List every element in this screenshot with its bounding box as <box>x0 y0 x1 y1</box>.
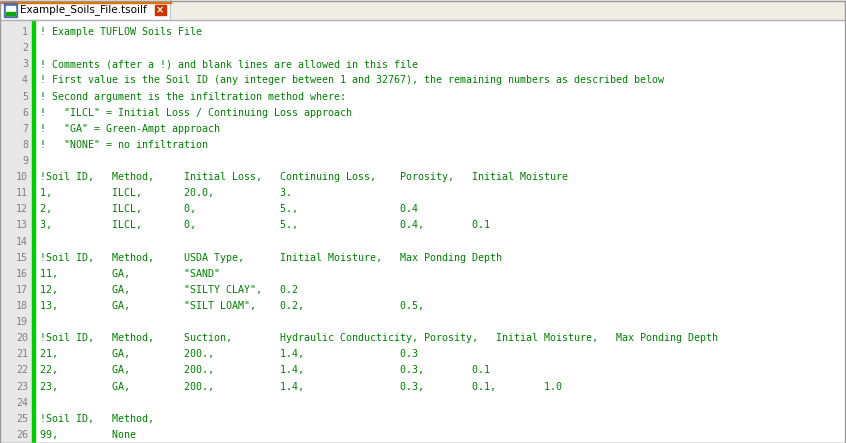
Text: ! First value is the Soil ID (any integer between 1 and 32767), the remaining nu: ! First value is the Soil ID (any intege… <box>40 75 664 85</box>
Bar <box>32 20 35 443</box>
Text: !Soil ID,   Method,: !Soil ID, Method, <box>40 414 154 424</box>
Text: 26: 26 <box>16 430 28 440</box>
Bar <box>4 3 17 17</box>
Text: !Soil ID,   Method,     USDA Type,      Initial Moisture,   Max Ponding Depth: !Soil ID, Method, USDA Type, Initial Moi… <box>40 253 502 263</box>
Text: 17: 17 <box>16 285 28 295</box>
Bar <box>155 5 166 15</box>
Bar <box>0 0 170 20</box>
Text: ×: × <box>156 5 164 15</box>
Text: 7: 7 <box>22 124 28 134</box>
Text: !   "NONE" = no infiltration: ! "NONE" = no infiltration <box>40 140 208 150</box>
Text: 14: 14 <box>16 237 28 247</box>
Text: 2: 2 <box>22 43 28 53</box>
Bar <box>6 6 15 15</box>
Text: 19: 19 <box>16 317 28 327</box>
Text: 11: 11 <box>16 188 28 198</box>
Bar <box>6 12 15 15</box>
Bar <box>0 0 846 20</box>
Text: 8: 8 <box>22 140 28 150</box>
Text: 4: 4 <box>22 75 28 85</box>
Text: 22,         GA,         200.,           1.4,                0.3,        0.1: 22, GA, 200., 1.4, 0.3, 0.1 <box>40 365 490 376</box>
Text: 1,          ILCL,       20.0,           3.: 1, ILCL, 20.0, 3. <box>40 188 292 198</box>
Text: 3,          ILCL,       0,              5.,                 0.4,        0.1: 3, ILCL, 0, 5., 0.4, 0.1 <box>40 221 490 230</box>
Text: 18: 18 <box>16 301 28 311</box>
Text: 21,         GA,         200.,           1.4,                0.3: 21, GA, 200., 1.4, 0.3 <box>40 350 418 359</box>
Text: 99,         None: 99, None <box>40 430 136 440</box>
Text: ! Example TUFLOW Soils File: ! Example TUFLOW Soils File <box>40 27 202 37</box>
Text: 23,         GA,         200.,           1.4,                0.3,        0.1,    : 23, GA, 200., 1.4, 0.3, 0.1, <box>40 381 562 392</box>
Text: 12: 12 <box>16 204 28 214</box>
Text: 2,          ILCL,       0,              5.,                 0.4: 2, ILCL, 0, 5., 0.4 <box>40 204 418 214</box>
Text: 12,         GA,         "SILTY CLAY",   0.2: 12, GA, "SILTY CLAY", 0.2 <box>40 285 298 295</box>
Text: 3: 3 <box>22 59 28 69</box>
Text: ! Comments (after a !) and blank lines are allowed in this file: ! Comments (after a !) and blank lines a… <box>40 59 418 69</box>
Bar <box>0 20 32 443</box>
Text: 20: 20 <box>16 333 28 343</box>
Text: 21: 21 <box>16 350 28 359</box>
Text: 9: 9 <box>22 156 28 166</box>
Text: ! Second argument is the infiltration method where:: ! Second argument is the infiltration me… <box>40 92 346 101</box>
Text: 1: 1 <box>22 27 28 37</box>
Text: 5: 5 <box>22 92 28 101</box>
Text: 10: 10 <box>16 172 28 182</box>
Text: !   "GA" = Green-Ampt approach: ! "GA" = Green-Ampt approach <box>40 124 220 134</box>
Text: !Soil ID,   Method,     Suction,        Hydraulic Conducticity, Porosity,   Init: !Soil ID, Method, Suction, Hydraulic Con… <box>40 333 718 343</box>
Text: 6: 6 <box>22 108 28 118</box>
Text: 25: 25 <box>16 414 28 424</box>
Text: 11,         GA,         "SAND": 11, GA, "SAND" <box>40 269 220 279</box>
Text: 23: 23 <box>16 381 28 392</box>
Text: Example_Soils_File.tsoilf: Example_Soils_File.tsoilf <box>20 4 146 16</box>
Text: 13,         GA,         "SILT LOAM",    0.2,                0.5,: 13, GA, "SILT LOAM", 0.2, 0.5, <box>40 301 424 311</box>
Text: 16: 16 <box>16 269 28 279</box>
Text: 22: 22 <box>16 365 28 376</box>
Text: 24: 24 <box>16 398 28 408</box>
Text: 13: 13 <box>16 221 28 230</box>
Text: !   "ILCL" = Initial Loss / Continuing Loss approach: ! "ILCL" = Initial Loss / Continuing Los… <box>40 108 352 118</box>
Text: !Soil ID,   Method,     Initial Loss,   Continuing Loss,    Porosity,   Initial : !Soil ID, Method, Initial Loss, Continui… <box>40 172 568 182</box>
Text: 15: 15 <box>16 253 28 263</box>
